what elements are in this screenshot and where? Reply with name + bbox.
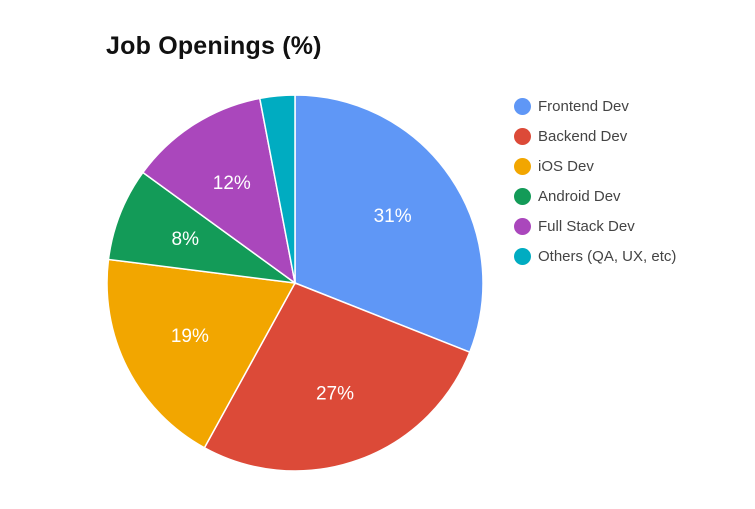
- legend-swatch: [514, 157, 531, 175]
- legend-item-others-qa-ux-etc: Others (QA, UX, etc): [514, 241, 676, 271]
- legend-item-frontend-dev: Frontend Dev: [514, 91, 676, 121]
- legend-label: Frontend Dev: [538, 97, 629, 115]
- legend-item-full-stack-dev: Full Stack Dev: [514, 211, 676, 241]
- legend-swatch: [514, 97, 531, 115]
- slice-backend-dev: [203, 282, 471, 472]
- legend-item-ios-dev: iOS Dev: [514, 151, 676, 181]
- slice-label-full-stack-dev: 12%: [213, 173, 251, 194]
- slice-others-qa-ux-etc: [258, 94, 296, 284]
- slice-full-stack-dev: [141, 97, 297, 285]
- legend-label: Others (QA, UX, etc): [538, 247, 677, 265]
- slice-frontend-dev: [294, 94, 484, 354]
- slice-ios-dev: [106, 258, 297, 449]
- legend-swatch: [514, 217, 531, 235]
- slice-label-backend-dev: 27%: [316, 384, 354, 405]
- legend: Frontend Dev Backend Dev iOS Dev Android De…: [514, 91, 676, 271]
- legend-item-android-dev: Android Dev: [514, 181, 676, 211]
- legend-label: Android Dev: [538, 187, 621, 205]
- legend-label: iOS Dev: [538, 157, 594, 175]
- legend-item-backend-dev: Backend Dev: [514, 121, 676, 151]
- legend-label: Full Stack Dev: [538, 217, 635, 235]
- legend-swatch: [514, 127, 531, 145]
- chart-title: Job Openings (%): [106, 32, 322, 60]
- slice-label-frontend-dev: 31%: [374, 206, 412, 227]
- legend-swatch: [514, 187, 531, 205]
- legend-swatch: [514, 247, 531, 265]
- slice-label-ios-dev: 19%: [171, 326, 209, 347]
- legend-label: Backend Dev: [538, 127, 628, 145]
- slice-android-dev: [107, 171, 296, 284]
- slice-label-android-dev: 8%: [172, 229, 200, 250]
